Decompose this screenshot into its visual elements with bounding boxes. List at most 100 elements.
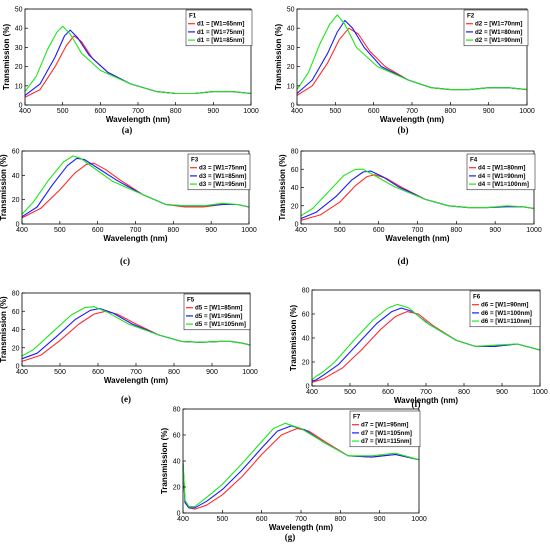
y-tick-label: 80 (302, 288, 310, 295)
legend-entry: d1 = [W1=65nm] (197, 21, 244, 28)
legend-entry: d4 = [W1=80nm] (478, 165, 525, 172)
x-tick-label: 1000 (411, 516, 427, 523)
x-tick-label: 1000 (519, 108, 535, 115)
x-tick-label: 400 (306, 389, 318, 396)
series-line (296, 14, 528, 91)
x-tick-label: 700 (412, 227, 424, 234)
y-tick-label: 60 (173, 433, 181, 440)
x-tick-label: 900 (483, 108, 495, 115)
x-tick-label: 800 (334, 516, 346, 523)
y-tick-label: 80 (12, 291, 20, 298)
x-tick-label: 600 (368, 108, 380, 115)
x-tick-label: 700 (130, 369, 142, 376)
y-tick-label: 20 (173, 485, 181, 492)
legend-entry: d1 = [W1=75nm] (197, 29, 244, 36)
legend-entry: d2 = [W1=70nm] (475, 21, 522, 28)
y-tick-label: 0 (295, 222, 299, 229)
y-tick-label: 40 (12, 173, 20, 180)
y-tick-label: 60 (12, 149, 20, 156)
legend-title: F5 (187, 297, 195, 304)
x-tick-label: 600 (94, 108, 106, 115)
series-line (21, 155, 250, 215)
x-tick-label: 500 (216, 516, 228, 523)
legend-entry: d2 = [W1=80nm] (475, 29, 522, 36)
panel-label: (b) (398, 125, 409, 135)
chart-panel: 400 500 600 700 800 900 1000 0 10 20 30 40 50 Wavelen… (2, 7, 259, 136)
x-tick-label: 1000 (241, 227, 257, 234)
legend-entry: d5 = [W1=95nm] (195, 313, 242, 320)
legend-entry: d5 = [W1=85nm] (195, 305, 242, 312)
y-tick-label: 40 (15, 26, 23, 33)
legend-entry: d3 = [W1=95nm] (199, 181, 246, 188)
legend-entry: d3 = [W1=75nm] (199, 165, 246, 172)
y-tick-label: 10 (287, 83, 295, 90)
x-axis-title: Wavelength (nm) (106, 115, 170, 124)
legend-title: F4 (470, 157, 478, 164)
y-tick-label: 20 (302, 360, 310, 367)
x-tick-label: 1000 (243, 108, 259, 115)
x-tick-label: 900 (205, 227, 217, 234)
x-tick-label: 400 (177, 516, 189, 523)
legend-entry: d4 = [W1=90nm] (478, 173, 525, 180)
x-tick-label: 400 (19, 108, 31, 115)
y-axis-title: Transmission (%) (160, 428, 169, 495)
x-tick-label: 700 (406, 108, 418, 115)
y-tick-label: 80 (291, 149, 299, 156)
legend-entry: d1 = [W1=85nm] (197, 37, 244, 44)
y-tick-label: 0 (291, 103, 295, 110)
legend-entry: d2 = [W1=90nm] (475, 37, 522, 44)
legend-title: F3 (191, 157, 199, 164)
y-axis-title: Transmission (%) (0, 296, 8, 363)
y-tick-label: 0 (177, 511, 181, 518)
y-tick-label: 20 (15, 64, 23, 71)
chart-panel: 400 500 600 700 800 900 1000 0 20 40 60 80 Wavelengt… (289, 288, 548, 410)
x-tick-label: 900 (496, 389, 508, 396)
y-axis-title: Transmission (%) (0, 154, 8, 221)
chart-panel: 400 500 600 700 800 900 1000 0 10 20 30 40 50 Wavelen… (274, 7, 535, 136)
x-tick-label: 600 (382, 389, 394, 396)
panel-label: (c) (120, 256, 130, 266)
x-tick-label: 400 (16, 369, 28, 376)
chart-panel: 400 500 600 700 800 900 1000 0 20 40 60 80 Wavelengt… (160, 407, 427, 543)
chart-panel: 400 500 600 700 800 900 1000 0 20 40 60 80 Wavelengt… (0, 291, 258, 405)
x-tick-label: 600 (373, 227, 385, 234)
panel-label: (e) (121, 394, 131, 404)
y-tick-label: 60 (291, 167, 299, 174)
legend-box (187, 153, 251, 191)
x-tick-label: 800 (167, 227, 179, 234)
y-tick-label: 40 (302, 336, 310, 343)
chart-panel: 400 500 600 700 800 900 1000 0 20 40 60 80 Wavelengt… (278, 149, 542, 267)
series-line (311, 303, 541, 381)
legend-title: F6 (473, 294, 481, 301)
legend-box (466, 153, 536, 191)
legend-box (469, 290, 541, 328)
x-tick-label: 1000 (532, 389, 548, 396)
series-line (300, 168, 535, 217)
y-tick-label: 40 (291, 185, 299, 192)
y-tick-label: 60 (12, 309, 20, 316)
chart-panel: 400 500 600 700 800 900 1000 0 20 40 60 Wavelength … (0, 149, 257, 267)
legend-box (463, 9, 529, 47)
x-tick-label: 400 (295, 227, 307, 234)
x-axis-title: Wavelength (nm) (269, 523, 333, 532)
legend-box (183, 293, 251, 331)
x-tick-label: 400 (16, 227, 28, 234)
legend-entry: d6 = [W1=100nm] (481, 310, 532, 317)
y-tick-label: 0 (16, 364, 20, 371)
x-tick-label: 800 (444, 108, 456, 115)
x-axis-title: Wavelength (nm) (103, 234, 167, 243)
panel-label: (a) (122, 125, 133, 135)
y-axis-title: Transmission (%) (278, 154, 287, 221)
legend-entry: d7 = [W1=105nm] (361, 430, 412, 437)
x-axis-title: Wavelength (nm) (394, 396, 458, 405)
series-line (21, 306, 251, 357)
y-axis-title: Transmission (%) (2, 24, 11, 91)
x-tick-label: 600 (92, 369, 104, 376)
panel-label: (d) (398, 256, 409, 266)
legend-box (185, 9, 253, 47)
